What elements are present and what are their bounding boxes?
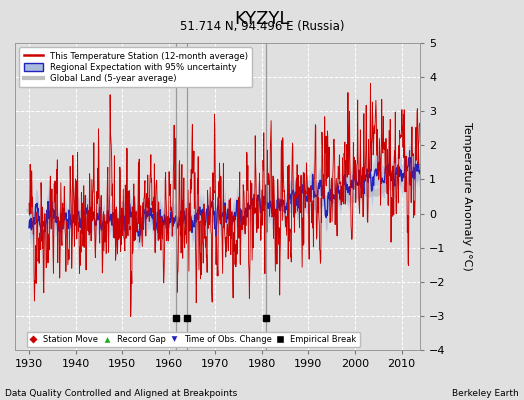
Text: 51.714 N, 94.496 E (Russia): 51.714 N, 94.496 E (Russia)	[180, 20, 344, 33]
Y-axis label: Temperature Anomaly (°C): Temperature Anomaly (°C)	[462, 122, 472, 271]
Text: KYZYL: KYZYL	[234, 10, 290, 28]
Text: Berkeley Earth: Berkeley Earth	[452, 389, 519, 398]
Legend: Station Move, Record Gap, Time of Obs. Change, Empirical Break: Station Move, Record Gap, Time of Obs. C…	[27, 332, 360, 347]
Text: Data Quality Controlled and Aligned at Breakpoints: Data Quality Controlled and Aligned at B…	[5, 389, 237, 398]
